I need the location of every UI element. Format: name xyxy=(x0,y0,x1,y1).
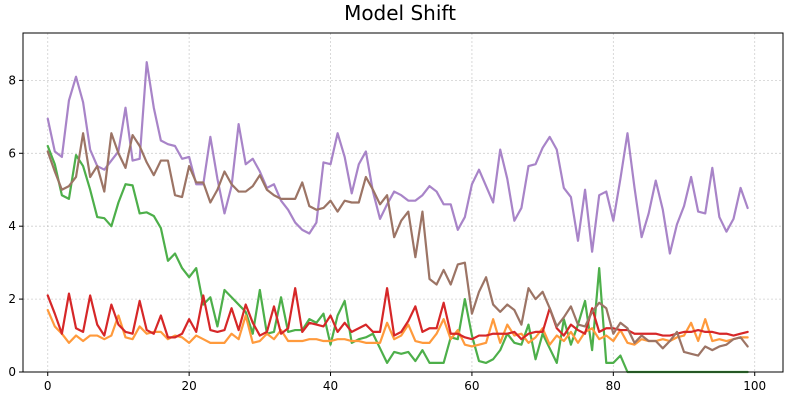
x-tick-label: 80 xyxy=(606,379,621,393)
y-tick-label: 0 xyxy=(8,365,16,379)
chart-title: Model Shift xyxy=(344,1,456,25)
series-line-4 xyxy=(46,61,749,255)
plot-frame xyxy=(22,32,784,373)
y-tick-label: 2 xyxy=(8,292,16,306)
series-lines xyxy=(46,61,749,374)
x-tick-label: 100 xyxy=(743,379,766,393)
series-line-5 xyxy=(46,132,749,357)
y-tick-label: 6 xyxy=(8,146,16,160)
x-tick-label: 20 xyxy=(181,379,196,393)
axes: 0 20 40 60 80 100 0 2 4 6 8 xyxy=(8,32,784,393)
y-tick-label: 4 xyxy=(8,219,16,233)
series-line-3 xyxy=(46,287,749,341)
x-tick-label: 40 xyxy=(323,379,338,393)
x-tick-label: 0 xyxy=(44,379,52,393)
y-tick-label: 8 xyxy=(8,73,16,87)
series-line-2 xyxy=(46,308,749,348)
x-tick-label: 60 xyxy=(464,379,479,393)
